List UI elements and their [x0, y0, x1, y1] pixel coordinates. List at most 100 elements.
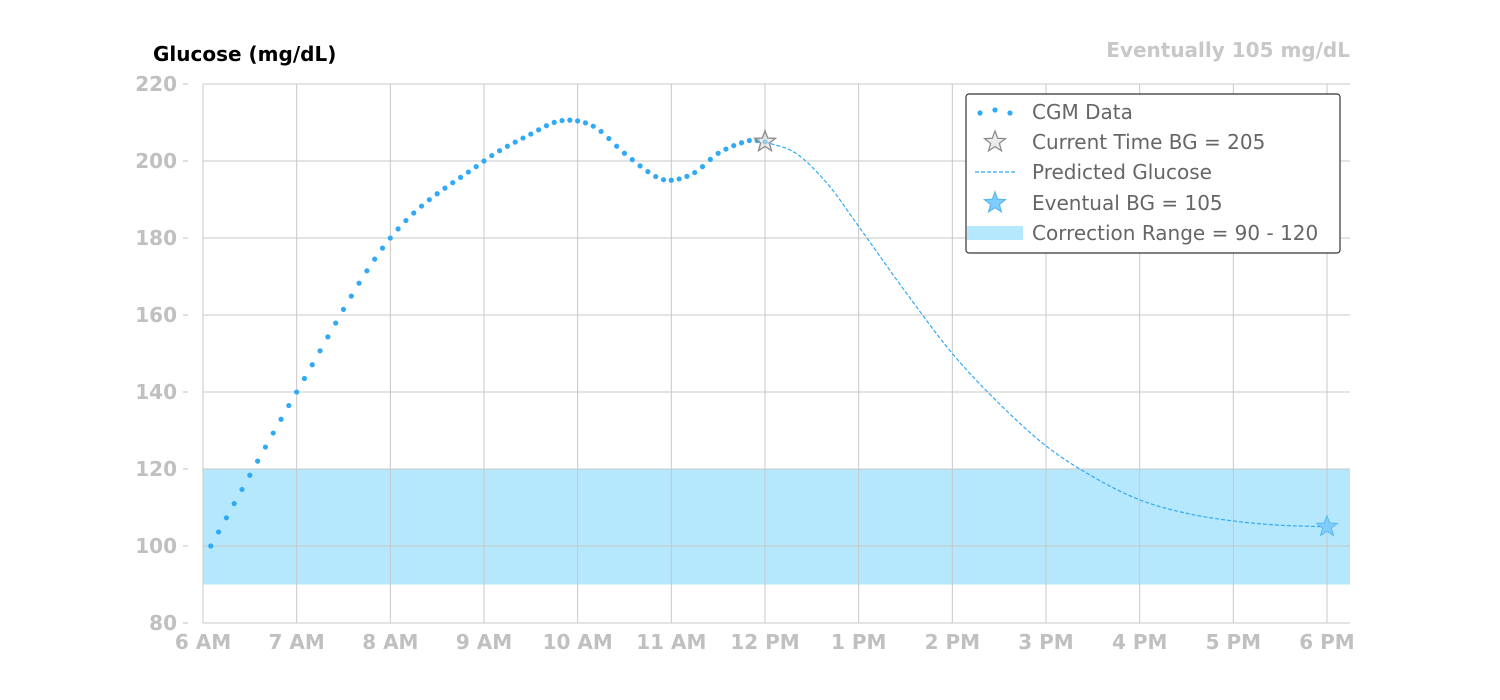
- cgm-point: [567, 117, 573, 123]
- legend-swatch-star: [982, 190, 1008, 214]
- cgm-point: [660, 177, 667, 183]
- cgm-point: [723, 146, 729, 152]
- legend-swatch-star: [982, 129, 1008, 153]
- cgm-point: [489, 152, 495, 159]
- cgm-point: [333, 320, 339, 326]
- cgm-point: [559, 117, 565, 124]
- legend-label: Correction Range = 90 - 120: [1032, 221, 1318, 245]
- x-tick-label: 4 PM: [1112, 630, 1167, 654]
- cgm-point: [364, 268, 370, 274]
- cgm-point: [473, 164, 479, 170]
- cgm-point: [528, 131, 534, 137]
- legend-swatch-dot: [977, 110, 983, 116]
- cgm-point: [301, 375, 308, 382]
- cgm-point: [614, 143, 620, 149]
- x-tick-label: 12 PM: [730, 630, 799, 654]
- y-tick-label: 160: [135, 303, 177, 327]
- cgm-point: [286, 402, 292, 409]
- x-tick-label: 6 PM: [1299, 630, 1354, 654]
- y-tick-label: 80: [149, 611, 177, 635]
- legend: CGM Data Current Time BG = 205 Predicted G…: [965, 93, 1341, 254]
- cgm-point: [325, 334, 331, 340]
- current-time-bg-marker: [752, 128, 778, 153]
- x-tick-label: 6 AM: [175, 630, 231, 654]
- cgm-point: [309, 362, 315, 368]
- legend-entry: CGM Data: [977, 100, 1133, 124]
- cgm-point: [403, 217, 409, 224]
- x-tick-label: 3 PM: [1018, 630, 1073, 654]
- cgm-point: [606, 135, 612, 142]
- cgm-point: [348, 293, 354, 299]
- cgm-point: [255, 458, 261, 464]
- correction-range-layer: [203, 469, 1350, 585]
- cgm-point: [215, 529, 222, 535]
- cgm-point: [247, 472, 253, 478]
- legend-label: Current Time BG = 205: [1032, 130, 1265, 154]
- cgm-point: [653, 173, 659, 180]
- cgm-point: [340, 306, 347, 313]
- x-tick-label: 11 AM: [636, 630, 706, 654]
- cgm-point: [668, 177, 674, 183]
- cgm-point: [707, 156, 713, 162]
- cgm-point: [411, 210, 417, 216]
- x-tick-label: 5 PM: [1206, 630, 1261, 654]
- marker-layer: [752, 128, 1339, 537]
- cgm-point: [270, 430, 276, 436]
- cgm-point: [278, 416, 284, 422]
- predicted-glucose-line: [764, 141, 1328, 528]
- cgm-point: [520, 135, 526, 141]
- legend-swatch-dot: [992, 107, 998, 113]
- legend-box: [965, 93, 1341, 254]
- cgm-point: [575, 118, 581, 124]
- legend-entry: Correction Range = 90 - 120: [967, 221, 1318, 245]
- correction-range-band: [203, 469, 1350, 585]
- chart-subtitle: Eventually 105 mg/dL: [1106, 38, 1350, 62]
- cgm-point: [621, 150, 628, 156]
- cgm-point: [629, 157, 635, 163]
- legend-swatch-band: [967, 226, 1023, 240]
- x-tick-label: 1 PM: [831, 630, 886, 654]
- y-tick-label: 100: [135, 534, 177, 558]
- x-tick-label: 9 AM: [456, 630, 512, 654]
- cgm-point: [450, 180, 456, 186]
- cgm-point: [434, 191, 440, 197]
- cgm-point: [590, 123, 596, 129]
- legend-swatch-dot: [1007, 110, 1013, 116]
- x-tick-label: 10 AM: [543, 630, 613, 654]
- cgm-point: [239, 486, 245, 493]
- grid-layer: [202, 83, 1350, 624]
- cgm-point: [637, 163, 643, 169]
- eventual-bg-marker: [1315, 514, 1339, 537]
- cgm-point: [208, 543, 214, 549]
- cgm-point: [582, 120, 589, 126]
- cgm-point: [395, 226, 401, 232]
- cgm-point: [356, 280, 362, 286]
- cgm-point: [465, 169, 471, 175]
- legend-label: Predicted Glucose: [1032, 160, 1212, 184]
- cgm-point: [699, 164, 706, 170]
- y-tick-label: 120: [135, 457, 177, 481]
- cgm-point: [418, 203, 425, 209]
- chart-title: Glucose (mg/dL): [153, 42, 336, 66]
- legend-label: CGM Data: [1032, 100, 1133, 124]
- cgm-point: [481, 158, 487, 164]
- series-layer: [208, 117, 1328, 549]
- cgm-point: [684, 173, 690, 179]
- cgm-point: [379, 245, 386, 251]
- cgm-point: [387, 235, 393, 241]
- cgm-point: [598, 128, 604, 135]
- cgm-point: [536, 127, 542, 133]
- cgm-point: [231, 501, 237, 507]
- cgm-point: [496, 148, 503, 154]
- legend-entry: Eventual BG = 105: [982, 190, 1223, 215]
- legend-items: CGM Data Current Time BG = 205 Predicted G…: [967, 100, 1318, 245]
- cgm-point: [746, 137, 752, 144]
- axis-layer: 80 100 120 140 160 180 200 220 6 AM 7 AM 8 AM 9 AM 1…: [135, 72, 1354, 654]
- cgm-point: [692, 169, 698, 176]
- cgm-data-series: [208, 117, 768, 549]
- cgm-point: [262, 444, 269, 450]
- y-tick-label: 220: [135, 72, 177, 96]
- y-tick-label: 200: [135, 149, 177, 173]
- cgm-point: [317, 348, 323, 354]
